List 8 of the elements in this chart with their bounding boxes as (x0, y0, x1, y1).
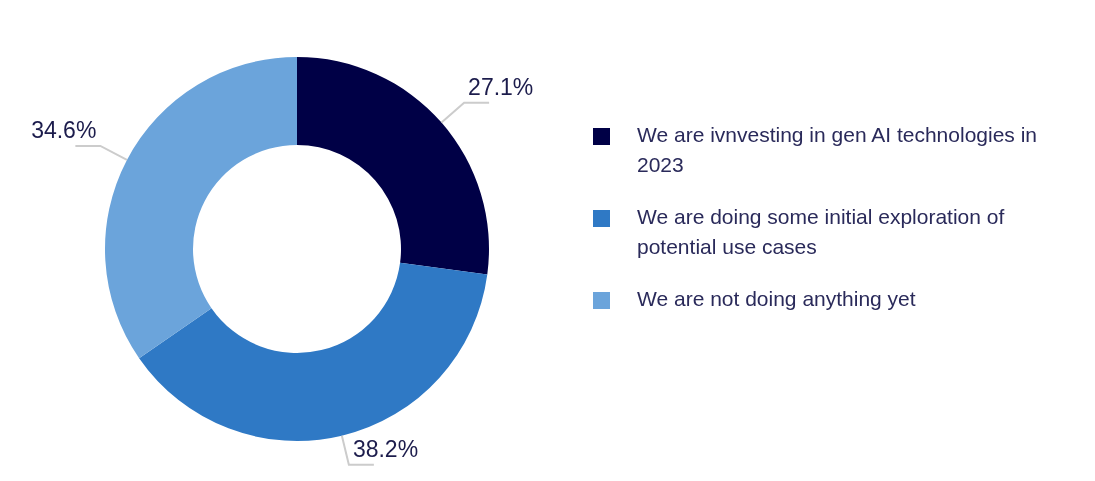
donut-slice (105, 57, 297, 359)
data-label: 34.6% (31, 116, 97, 143)
legend-label: We are doing some initial exploration of potential use cases (637, 204, 1006, 260)
legend-label: We are ivnvesting in gen AI technologies in 2023 (637, 122, 1039, 178)
donut-slice (139, 262, 488, 441)
legend-label: We are not doing anything yet (637, 286, 917, 312)
data-label: 38.2% (352, 435, 419, 462)
data-label: 27.1% (468, 73, 534, 100)
